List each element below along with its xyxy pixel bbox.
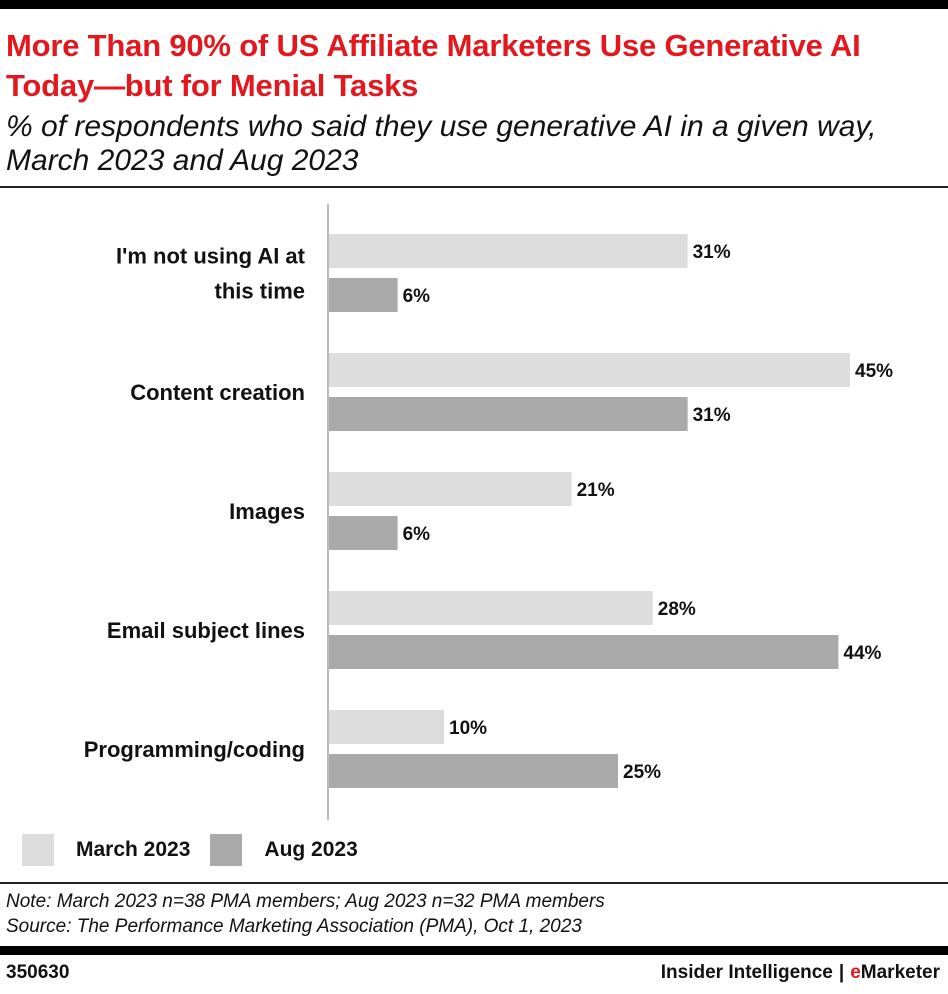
legend-swatch-march-2023 [22,834,54,866]
header-rule [0,186,948,188]
bar-images-march-2023 [328,472,572,506]
value-label-i-m-not-using-ai-at-this-time-march-2023: 31% [693,242,731,263]
legend-label-aug-2023: Aug 2023 [264,838,358,861]
note-text: Note: March 2023 n=38 PMA members; Aug 2… [6,891,605,912]
legend-label-march-2023: March 2023 [76,838,191,861]
bar-programming-coding-aug-2023 [328,754,618,788]
brand-separator: | [838,962,845,983]
value-label-i-m-not-using-ai-at-this-time-aug-2023: 6% [403,286,431,307]
bar-email-subject-lines-aug-2023 [328,635,839,669]
bar-programming-coding-march-2023 [328,710,444,744]
footnote: Note: March 2023 n=38 PMA members; Aug 2… [6,889,936,939]
category-label-images: Images [229,499,305,524]
legend: March 2023 Aug 2023 [22,833,378,867]
bar-content-creation-aug-2023 [328,397,688,431]
legend-item-aug-2023: Aug 2023 [210,834,358,866]
legend-swatch-aug-2023 [210,834,243,866]
value-label-email-subject-lines-march-2023: 28% [658,599,696,620]
value-label-content-creation-aug-2023: 31% [693,405,731,426]
footer-rule [0,882,948,884]
value-label-images-aug-2023: 6% [403,524,431,545]
chart-id: 350630 [6,962,70,983]
brand-e: e [850,962,861,983]
bar-i-m-not-using-ai-at-this-time-march-2023 [328,234,688,268]
source-text: Source: The Performance Marketing Associ… [6,916,582,937]
chart-title: More Than 90% of US Affiliate Marketers … [6,28,861,103]
bar-content-creation-march-2023 [328,353,850,387]
bottom-bar [0,946,948,955]
category-label-programming-coding: Programming/coding [84,737,305,762]
value-label-content-creation-march-2023: 45% [855,361,893,382]
value-label-programming-coding-march-2023: 10% [449,718,487,739]
category-label-email-subject-lines: Email subject lines [107,618,305,643]
brand-insider-intelligence: Insider Intelligence [660,962,833,983]
value-label-email-subject-lines-aug-2023: 44% [843,643,881,664]
legend-item-march-2023: March 2023 [22,834,190,866]
brand-marketer: Marketer [860,962,940,983]
category-label-content-creation: Content creation [130,380,305,405]
chart-subtitle: % of respondents who said they use gener… [6,110,877,177]
bar-images-aug-2023 [328,516,398,550]
value-label-programming-coding-aug-2023: 25% [623,762,661,783]
brand: Insider Intelligence | eMarketer [661,962,940,984]
value-label-images-march-2023: 21% [577,480,615,501]
category-label-i-m-not-using-ai-at-this-time: I'm not using AI at this time [116,244,306,304]
top-bar [0,0,948,9]
bar-email-subject-lines-march-2023 [328,591,653,625]
bar-i-m-not-using-ai-at-this-time-aug-2023 [328,278,398,312]
bar-chart: I'm not using AI at this time 31% 6% Content… [84,204,893,820]
